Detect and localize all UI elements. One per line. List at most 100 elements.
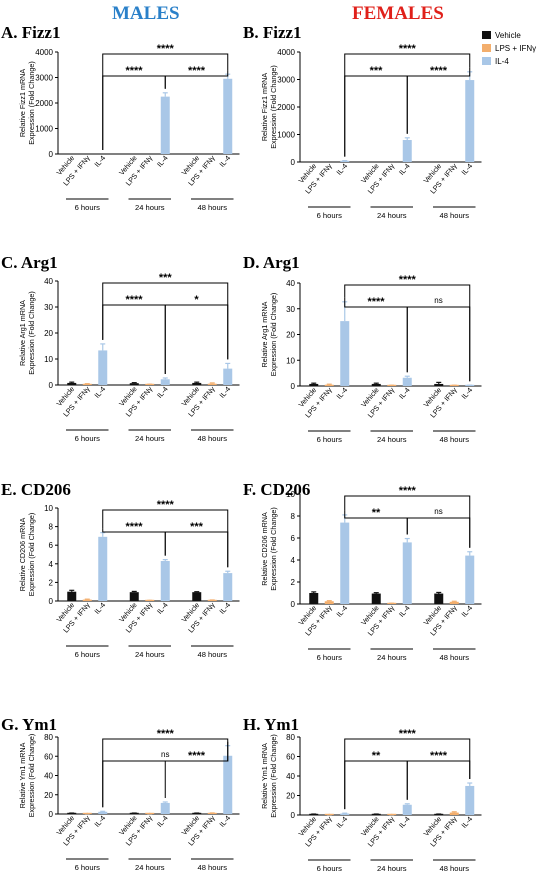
y-tick-label: 8 xyxy=(49,523,54,532)
x-tick-label: IL-4 xyxy=(397,386,412,401)
group-label: 24 hours xyxy=(377,653,407,662)
bar xyxy=(465,80,475,162)
y-tick-label: 10 xyxy=(44,355,53,364)
significance-label: **** xyxy=(399,43,417,55)
bar xyxy=(434,383,444,386)
y-tick-label: 20 xyxy=(44,791,53,800)
group-label: 48 hours xyxy=(197,650,227,659)
significance-label: ns xyxy=(434,507,442,516)
significance-label: **** xyxy=(430,65,448,77)
y-axis-label: Relative CD206 mRNA xyxy=(260,512,269,586)
y-tick-label: 0 xyxy=(291,600,296,609)
y-tick-label: 40 xyxy=(286,279,295,288)
x-tick-label: IL-4 xyxy=(92,154,107,169)
y-tick-label: 40 xyxy=(44,277,53,286)
bar xyxy=(309,383,319,386)
header-males: MALES xyxy=(112,3,180,24)
y-tick-label: 20 xyxy=(286,331,295,340)
bar xyxy=(98,811,108,814)
significance-bracket xyxy=(164,531,229,568)
panel-title: B. Fizz1 xyxy=(243,23,302,42)
y-tick-label: 0 xyxy=(291,158,296,167)
bar xyxy=(465,785,475,815)
y-axis-label: Relative Arg1 mRNA xyxy=(18,300,27,366)
significance-label: **** xyxy=(157,728,175,740)
y-tick-label: 2000 xyxy=(35,99,53,108)
y-tick-label: 80 xyxy=(286,733,295,742)
x-tick-label: IL-4 xyxy=(155,601,170,616)
legend: Vehicle LPS + IFNγ IL-4 xyxy=(482,31,536,66)
x-tick-label: IL-4 xyxy=(459,815,474,830)
bar xyxy=(207,383,217,385)
bar xyxy=(129,592,139,601)
bar xyxy=(340,813,350,815)
y-axis-label: Relative Fizz1 mRNA xyxy=(18,69,27,138)
bar xyxy=(82,599,92,601)
y-tick-label: 4 xyxy=(291,556,296,565)
y-axis-label: Relative CD206 mRNA xyxy=(18,518,27,592)
significance-label: **** xyxy=(188,65,206,77)
x-tick-label: IL-4 xyxy=(459,604,474,619)
y-tick-label: 0 xyxy=(49,381,54,390)
y-tick-label: 2 xyxy=(291,578,296,587)
bar xyxy=(402,140,412,162)
group-label: 6 hours xyxy=(75,863,101,872)
x-tick-label: IL-4 xyxy=(217,154,232,169)
y-tick-label: 30 xyxy=(44,303,53,312)
significance-label: **** xyxy=(157,43,175,55)
group-label: 48 hours xyxy=(439,864,469,873)
significance-label: ns xyxy=(434,296,442,305)
significance-label: **** xyxy=(125,294,143,306)
y-axis-label: Expression (Fold Change) xyxy=(27,61,36,145)
significance-label: ** xyxy=(372,507,381,519)
x-tick-label: IL-4 xyxy=(92,601,107,616)
significance-bracket xyxy=(344,53,471,157)
group-label: 24 hours xyxy=(135,203,165,212)
legend-label: IL-4 xyxy=(495,57,509,66)
x-tick-label: IL-4 xyxy=(217,601,232,616)
group-label: 48 hours xyxy=(197,434,227,443)
x-tick-label: IL-4 xyxy=(92,814,107,829)
y-axis-label: Relative Fizz1 mRNA xyxy=(260,73,269,142)
y-axis-label: Expression (Fold Change) xyxy=(269,65,278,149)
y-tick-label: 1000 xyxy=(35,125,53,134)
x-tick-label: IL-4 xyxy=(334,162,349,177)
bar xyxy=(371,383,381,386)
y-axis-label: Expression (Fold Change) xyxy=(27,513,36,597)
bar xyxy=(98,350,108,385)
y-tick-label: 0 xyxy=(291,811,296,820)
panel-title: G. Ym1 xyxy=(1,715,57,734)
y-tick-label: 3000 xyxy=(277,76,295,85)
y-tick-label: 40 xyxy=(286,772,295,781)
significance-bracket xyxy=(406,760,471,800)
x-tick-label: IL-4 xyxy=(92,385,107,400)
y-axis-label: Expression (Fold Change) xyxy=(269,507,278,591)
bar xyxy=(340,321,350,386)
significance-bracket xyxy=(102,304,166,374)
significance-label: ** xyxy=(372,750,381,762)
bar xyxy=(223,755,233,814)
bar xyxy=(449,812,459,815)
group-label: 24 hours xyxy=(377,864,407,873)
significance-bracket xyxy=(406,306,471,382)
y-tick-label: 10 xyxy=(44,504,53,513)
y-tick-label: 80 xyxy=(44,733,53,742)
panel-title: E. CD206 xyxy=(1,480,71,499)
group-label: 6 hours xyxy=(75,203,101,212)
significance-label: **** xyxy=(188,750,206,762)
bar xyxy=(309,593,319,604)
panel-C: C. Arg1 0 10 20 30 40 Relative Arg1 mRNA Expres… xyxy=(1,253,240,443)
x-tick-label: IL-4 xyxy=(217,814,232,829)
y-tick-label: 4000 xyxy=(35,48,53,57)
panel-H: H. Ym1 0 20 40 60 80 Relative Ym1 mRNA Expressi… xyxy=(243,715,482,873)
legend-label: LPS + IFNγ xyxy=(495,44,536,53)
bar xyxy=(192,382,202,385)
panel-E: E. CD206 0 2 4 6 8 10 Relative CD206 mRNA Expres… xyxy=(1,480,240,659)
y-tick-label: 40 xyxy=(44,772,53,781)
group-label: 48 hours xyxy=(197,203,227,212)
panel-title: F. CD206 xyxy=(243,480,310,499)
bar xyxy=(371,593,381,604)
significance-bracket xyxy=(102,509,229,568)
significance-bracket xyxy=(344,284,471,382)
